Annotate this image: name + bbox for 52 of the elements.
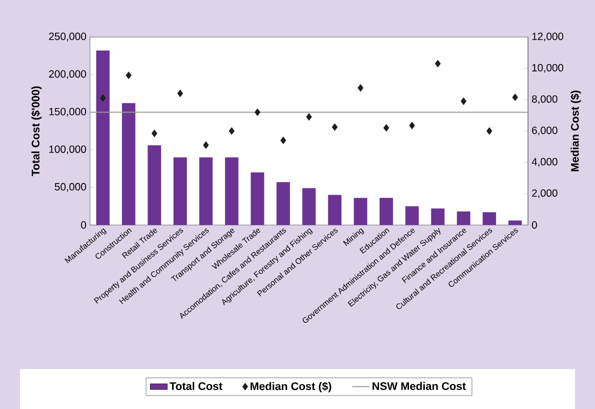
bar <box>225 157 238 225</box>
y-tick-label: 100,000 <box>49 145 86 154</box>
bar <box>173 157 187 225</box>
y2-tick-label: 4,000 <box>532 158 558 167</box>
y2-axis-title: Median Cost ($) <box>570 90 581 172</box>
point <box>434 60 441 68</box>
y2-tick-label: 0 <box>532 221 537 229</box>
y2-tick-label: 6,000 <box>532 126 558 136</box>
bar <box>122 103 136 225</box>
bar <box>405 206 419 225</box>
y2-tick-label: 2,000 <box>532 189 558 198</box>
legend-label: Total Cost <box>170 382 222 390</box>
bar <box>354 198 368 225</box>
point <box>152 130 158 138</box>
point <box>409 122 415 130</box>
bar <box>148 145 162 225</box>
bar <box>276 182 290 225</box>
point <box>254 108 260 116</box>
bar <box>328 194 342 225</box>
point <box>460 97 466 106</box>
point <box>358 84 364 92</box>
bar <box>508 220 522 225</box>
bar <box>431 208 445 225</box>
y2-tick-label: 10,000 <box>532 64 564 73</box>
point <box>306 113 312 121</box>
bar <box>96 50 110 225</box>
legend-label: NSW Median Cost <box>372 382 466 390</box>
y-tick-label: 0 <box>81 221 86 229</box>
point <box>512 94 518 102</box>
point <box>280 136 286 144</box>
bar <box>250 172 264 225</box>
y2-tick-label: 12,000 <box>532 32 564 42</box>
point <box>177 90 184 98</box>
y-tick-label: 150,000 <box>49 108 86 117</box>
bar <box>199 157 213 225</box>
bar <box>456 211 470 225</box>
point <box>100 94 106 102</box>
y-axis-title: Total Cost ($'000) <box>31 86 42 176</box>
point <box>332 123 338 131</box>
y-tick-label: 250,000 <box>49 32 86 42</box>
bar <box>482 212 496 225</box>
bar <box>302 188 316 225</box>
y-tick-label: 200,000 <box>49 70 86 79</box>
point <box>383 124 390 132</box>
point <box>228 127 235 135</box>
legend-label: Median Cost ($) <box>250 382 332 392</box>
point <box>126 72 132 80</box>
y2-tick-label: 8,000 <box>532 95 558 104</box>
point <box>203 141 209 149</box>
y-tick-label: 50,000 <box>54 183 86 192</box>
bar <box>380 198 393 225</box>
point <box>486 127 492 135</box>
